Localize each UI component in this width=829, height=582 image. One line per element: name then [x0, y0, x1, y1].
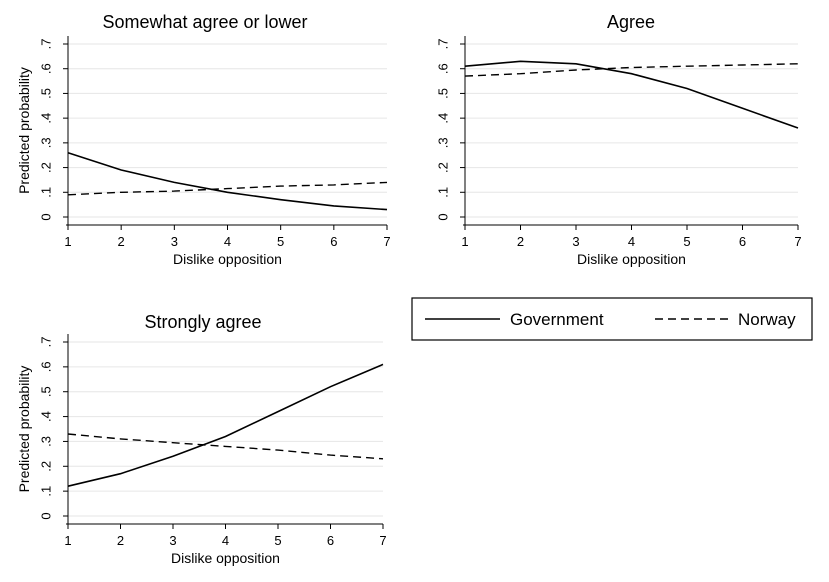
- panel-1: Somewhat agree or lower 0 .1 .2 .3 .4 .5 .6 .7 1 2…: [2, 4, 402, 286]
- y-tick-label: 0: [39, 213, 54, 220]
- panel-title: Strongly agree: [144, 312, 261, 332]
- x-tick-label: 6: [327, 533, 334, 548]
- panel-title: Somewhat agree or lower: [102, 12, 307, 32]
- y-tick-label: .1: [436, 187, 451, 198]
- panel-background: [2, 294, 402, 578]
- x-tick-label: 1: [64, 533, 71, 548]
- x-tick-label: 3: [171, 234, 178, 249]
- x-axis-label: Dislike opposition: [577, 251, 686, 267]
- series-line-government: [67, 363, 384, 487]
- legend-label-norway: Norway: [738, 310, 796, 329]
- x-tick-label: 2: [117, 533, 124, 548]
- y-tick-label: .2: [39, 461, 54, 472]
- y-tick-label: .3: [39, 436, 54, 447]
- x-tick-label: 7: [383, 234, 390, 249]
- y-tick-label: .6: [39, 361, 54, 372]
- x-tick-label: 6: [739, 234, 746, 249]
- y-tick-label: .1: [39, 187, 54, 198]
- y-axis-label: Predicted probability: [16, 67, 32, 194]
- series-line-government: [464, 60, 799, 129]
- series-line-norway: [67, 433, 384, 460]
- y-tick-label: .7: [39, 337, 54, 348]
- y-tick-label: .2: [39, 162, 54, 173]
- y-tick-label: .4: [436, 113, 451, 124]
- y-tick-label: .5: [39, 88, 54, 99]
- panel-3: Strongly agree 0 .1 .2 .3 .4 .5 .6 .7 1 2 3 4 5 6 7 Disl…: [2, 294, 402, 578]
- panel-title: Agree: [607, 12, 655, 32]
- panel-background: [2, 4, 402, 286]
- y-tick-label: .4: [39, 411, 54, 422]
- y-axis-label: Predicted probability: [16, 366, 32, 493]
- y-tick-label: 0: [39, 512, 54, 519]
- y-tick-label: .6: [436, 63, 451, 74]
- y-tick-label: .7: [436, 39, 451, 50]
- legend-label-government: Government: [510, 310, 604, 329]
- x-tick-label: 1: [64, 234, 71, 249]
- y-tick-label: .4: [39, 113, 54, 124]
- x-tick-label: 5: [274, 533, 281, 548]
- x-tick-label: 5: [277, 234, 284, 249]
- x-tick-label: 6: [330, 234, 337, 249]
- y-tick-label: .6: [39, 63, 54, 74]
- x-axis-label: Dislike opposition: [173, 251, 282, 267]
- y-tick-label: .5: [436, 88, 451, 99]
- y-tick-label: .2: [436, 162, 451, 173]
- x-axis-label: Dislike opposition: [171, 550, 280, 566]
- y-tick-label: 0: [436, 213, 451, 220]
- x-tick-label: 7: [794, 234, 801, 249]
- x-tick-label: 3: [169, 533, 176, 548]
- y-tick-label: .7: [39, 39, 54, 50]
- x-tick-label: 2: [517, 234, 524, 249]
- y-tick-label: .3: [39, 137, 54, 148]
- y-tick-label: .5: [39, 386, 54, 397]
- series-line-norway: [67, 181, 388, 196]
- x-tick-label: 1: [461, 234, 468, 249]
- series-line-norway: [464, 63, 799, 77]
- x-tick-label: 7: [379, 533, 386, 548]
- x-tick-label: 5: [683, 234, 690, 249]
- y-tick-label: .1: [39, 486, 54, 497]
- x-tick-label: 3: [572, 234, 579, 249]
- x-tick-label: 4: [628, 234, 635, 249]
- series-line-government: [67, 151, 388, 211]
- x-tick-label: 4: [224, 234, 231, 249]
- y-tick-label: .3: [436, 137, 451, 148]
- panel-background: [412, 4, 824, 286]
- x-tick-label: 2: [118, 234, 125, 249]
- panel-2: Agree 0 .1 .2 .3 .4 .5 .6 .7 1 2 3 4 5 6 7 Dislike oppos…: [412, 4, 824, 286]
- x-tick-label: 4: [222, 533, 229, 548]
- legend: Government Norway: [411, 297, 813, 341]
